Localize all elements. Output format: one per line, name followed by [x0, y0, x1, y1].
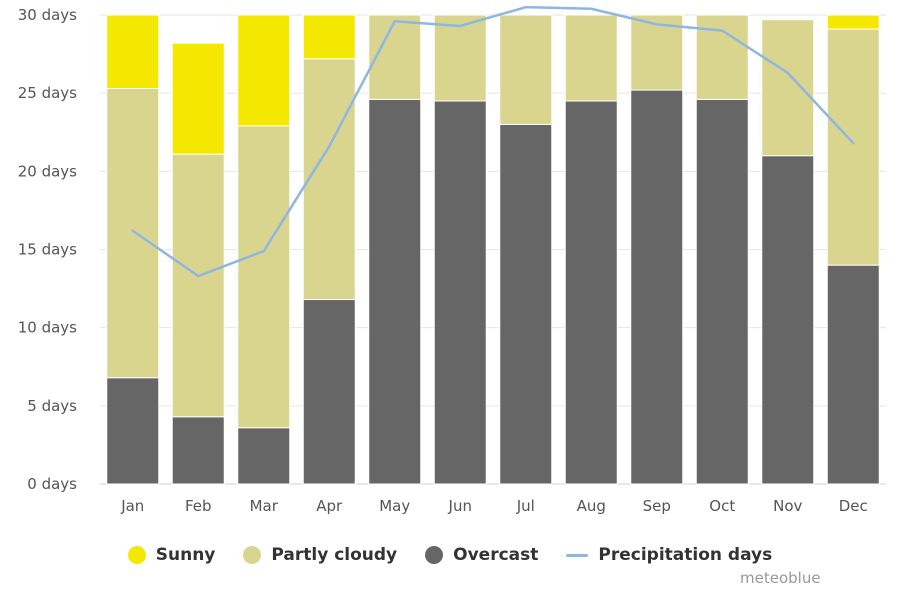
legend-item-overcast[interactable]: Overcast [425, 545, 538, 565]
bar-partly-cloudy[interactable] [630, 14, 684, 91]
x-tick-label: Jan [120, 497, 144, 515]
bar-overcast[interactable] [499, 123, 553, 485]
bar-overcast[interactable] [826, 264, 880, 485]
legend: Sunny Partly cloudy Overcast Precipitati… [0, 542, 900, 568]
bar-partly-cloudy[interactable] [761, 19, 815, 157]
x-axis-labels: Jan Feb Mar Apr May Jun Jul Aug Sep Oct Nov Dec [120, 497, 868, 515]
y-tick-label: 20 days [18, 162, 77, 180]
bar-sunny[interactable] [171, 42, 225, 155]
legend-label-overcast: Overcast [453, 545, 539, 565]
bar-partly-cloudy[interactable] [368, 14, 422, 100]
bar-overcast[interactable] [695, 98, 749, 485]
bar-partly-cloudy[interactable] [106, 87, 160, 379]
x-tick-label: Feb [185, 497, 212, 515]
legend-label-sunny: Sunny [155, 545, 216, 565]
x-tick-label: Jul [516, 497, 535, 515]
legend-item-partly-cloudy[interactable]: Partly cloudy [243, 545, 397, 565]
bars [106, 14, 880, 485]
precipitation-line [131, 5, 855, 278]
x-tick-label: Mar [250, 497, 279, 515]
y-tick-label: 10 days [18, 319, 77, 337]
x-tick-label: May [379, 497, 410, 515]
y-tick-label: 15 days [18, 241, 77, 259]
bar-sunny[interactable] [237, 14, 291, 127]
precipitation-line-path[interactable] [131, 5, 855, 278]
bar-partly-cloudy[interactable] [237, 125, 291, 429]
bar-overcast[interactable] [106, 377, 160, 485]
bar-partly-cloudy[interactable] [564, 14, 618, 102]
x-tick-label: Jun [448, 497, 472, 515]
bar-overcast[interactable] [237, 427, 291, 485]
x-tick-label: Sep [643, 497, 671, 515]
bar-overcast[interactable] [433, 100, 487, 485]
y-tick-label: 0 days [27, 475, 77, 493]
legend-label-precipitation: Precipitation days [598, 545, 773, 565]
x-tick-label: Nov [773, 497, 802, 515]
y-axis-labels: 0 days 5 days 10 days 15 days 20 days 25 days… [18, 6, 77, 493]
x-tick-label: Apr [316, 497, 343, 515]
bar-overcast[interactable] [171, 416, 225, 485]
y-tick-label: 25 days [18, 84, 77, 102]
legend-item-sunny[interactable]: Sunny [127, 545, 216, 565]
bar-overcast[interactable] [630, 89, 684, 485]
grid-lines [100, 14, 886, 485]
bar-sunny[interactable] [302, 14, 356, 60]
bar-overcast[interactable] [302, 299, 356, 485]
bar-overcast[interactable] [368, 98, 422, 485]
x-tick-label: Oct [709, 497, 735, 515]
overcast-dot-icon [425, 546, 444, 564]
bar-overcast[interactable] [761, 155, 815, 485]
y-tick-label: 5 days [27, 397, 77, 415]
sunny-dot-icon [127, 546, 146, 564]
legend-item-precipitation[interactable]: Precipitation days [566, 545, 772, 565]
y-tick-label: 30 days [18, 6, 77, 24]
bar-partly-cloudy[interactable] [433, 14, 487, 102]
legend-label-partly-cloudy: Partly cloudy [271, 545, 398, 565]
partly-cloudy-dot-icon [243, 546, 262, 564]
bar-partly-cloudy[interactable] [499, 14, 553, 125]
bar-overcast[interactable] [564, 100, 618, 485]
bar-partly-cloudy[interactable] [302, 58, 356, 301]
x-tick-label: Aug [577, 497, 606, 515]
bar-sunny[interactable] [826, 14, 880, 30]
bar-partly-cloudy[interactable] [826, 28, 880, 266]
bar-partly-cloudy[interactable] [171, 153, 225, 418]
precipitation-line-icon [566, 553, 589, 557]
credit-text: meteoblue [740, 569, 821, 587]
bar-sunny[interactable] [106, 14, 160, 89]
x-tick-label: Dec [839, 497, 868, 515]
